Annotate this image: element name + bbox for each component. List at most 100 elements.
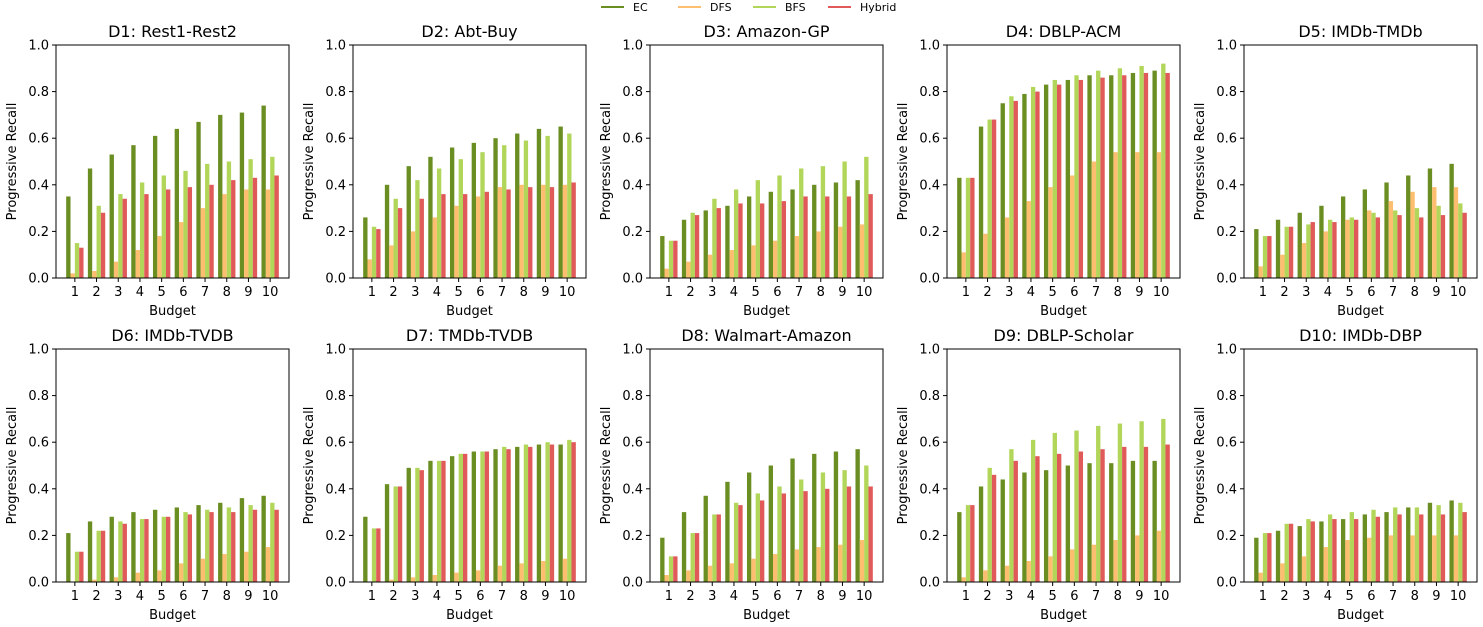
bar-bfs-5	[755, 493, 760, 582]
bar-bfs-7	[205, 163, 210, 278]
bar-ec-8	[218, 114, 223, 279]
y-tick-label: 0.8	[28, 85, 49, 100]
bar-hybrid-4	[738, 505, 743, 582]
y-tick-label: 0.4	[919, 482, 940, 497]
bar-ec-6	[1065, 79, 1071, 278]
x-tick-label: 9	[1432, 589, 1440, 604]
bar-hybrid-1	[673, 240, 678, 278]
x-axis-label: Budget	[149, 608, 196, 623]
subplot-10: 0.0 0.2 0.4 0.6 0.8 1.0 1 2 3 4 5 6 7 8 9 10 D10: IMDb-D…	[1193, 326, 1478, 623]
bar-ec-3	[1000, 479, 1005, 582]
bar-ec-10	[558, 126, 563, 278]
y-tick-label: 0.2	[622, 529, 643, 544]
bar-dfs-2	[686, 261, 691, 278]
bar-dfs-10	[1156, 152, 1162, 278]
y-axis-label: Progressive Recall	[1193, 103, 1208, 221]
bar-dfs-3	[707, 254, 713, 278]
bar-hybrid-10	[274, 509, 279, 582]
y-tick-label: 0.2	[28, 529, 49, 544]
bar-dfs-10	[1453, 535, 1459, 582]
bar-dfs-8	[1113, 152, 1118, 278]
bar-hybrid-5	[165, 516, 171, 582]
bar-ec-1	[363, 217, 368, 278]
bar-dfs-9	[541, 184, 546, 278]
bar-bfs-9	[248, 505, 253, 582]
bar-ec-2	[1275, 530, 1281, 582]
bar-dfs-3	[410, 231, 416, 278]
bar-dfs-2	[686, 570, 691, 582]
bar-bfs-8	[523, 444, 529, 582]
bar-ec-9	[1130, 460, 1136, 582]
bar-hybrid-8	[825, 196, 830, 278]
x-tick-label: 9	[541, 589, 549, 604]
bar-ec-9	[833, 451, 839, 582]
bar-bfs-4	[733, 502, 739, 582]
x-tick-label: 3	[708, 589, 716, 604]
x-tick-label: 3	[1005, 285, 1013, 300]
bar-bfs-6	[777, 175, 782, 278]
x-tick-label: 1	[71, 589, 79, 604]
bar-ec-10	[1152, 70, 1157, 278]
bar-dfs-9	[1135, 152, 1140, 278]
x-tick-label: 10	[559, 285, 576, 300]
bar-hybrid-9	[549, 444, 555, 582]
x-tick-label: 7	[498, 285, 506, 300]
bar-dfs-1	[664, 575, 669, 582]
y-tick-label: 0.4	[622, 178, 643, 193]
bar-ec-6	[1362, 189, 1368, 278]
bar-hybrid-5	[759, 500, 765, 582]
x-tick-label: 8	[223, 589, 231, 604]
bar-bfs-6	[480, 451, 485, 582]
y-axis-label: Progressive Recall	[599, 407, 614, 525]
y-tick-label: 0.6	[622, 436, 643, 451]
bar-hybrid-5	[462, 453, 468, 582]
x-tick-label: 10	[856, 589, 873, 604]
bar-ec-10	[855, 180, 860, 278]
y-tick-label: 0.8	[919, 389, 940, 404]
bar-dfs-9	[541, 561, 546, 582]
bar-ec-4	[428, 156, 433, 278]
bar-ec-6	[471, 451, 477, 582]
bar-hybrid-6	[484, 451, 490, 582]
subplot-title: D5: IMDb-TMDb	[1298, 22, 1422, 41]
bar-hybrid-9	[252, 177, 258, 278]
bar-hybrid-2	[1288, 226, 1294, 278]
y-tick-label: 0.6	[325, 436, 346, 451]
bar-ec-2	[681, 219, 687, 278]
bar-bfs-2	[987, 119, 992, 278]
bar-hybrid-10	[1165, 72, 1170, 279]
x-tick-label: 9	[838, 589, 846, 604]
x-tick-label: 3	[114, 589, 122, 604]
x-tick-label: 2	[389, 285, 397, 300]
bar-hybrid-8	[1419, 217, 1424, 278]
bar-hybrid-8	[231, 180, 236, 278]
x-tick-label: 10	[1450, 589, 1467, 604]
bar-ec-7	[1087, 463, 1092, 582]
bar-bfs-9	[545, 442, 550, 582]
bar-dfs-9	[244, 189, 249, 278]
bar-hybrid-5	[1056, 453, 1062, 582]
bar-ec-7	[493, 138, 498, 278]
y-tick-label: 0.0	[1216, 272, 1237, 287]
bar-dfs-6	[1367, 537, 1372, 582]
bar-bfs-3	[415, 180, 420, 278]
bar-ec-3	[109, 154, 114, 278]
bar-ec-1	[66, 533, 71, 582]
bar-bfs-8	[820, 166, 826, 278]
bar-dfs-10	[1453, 187, 1459, 278]
x-axis-label: Budget	[743, 304, 790, 319]
bar-hybrid-3	[716, 514, 721, 582]
bar-ec-2	[384, 184, 390, 278]
bar-hybrid-8	[231, 512, 236, 582]
bar-bfs-6	[480, 152, 485, 278]
x-tick-label: 9	[1432, 285, 1440, 300]
bar-bfs-5	[458, 453, 463, 582]
bar-dfs-9	[1135, 535, 1140, 582]
bar-hybrid-8	[1419, 514, 1424, 582]
bar-dfs-7	[1388, 535, 1394, 582]
bar-bfs-7	[1393, 507, 1398, 582]
bar-bfs-8	[820, 472, 826, 582]
bar-ec-8	[1109, 463, 1114, 582]
bar-hybrid-1	[79, 551, 84, 582]
bars	[1254, 163, 1467, 278]
